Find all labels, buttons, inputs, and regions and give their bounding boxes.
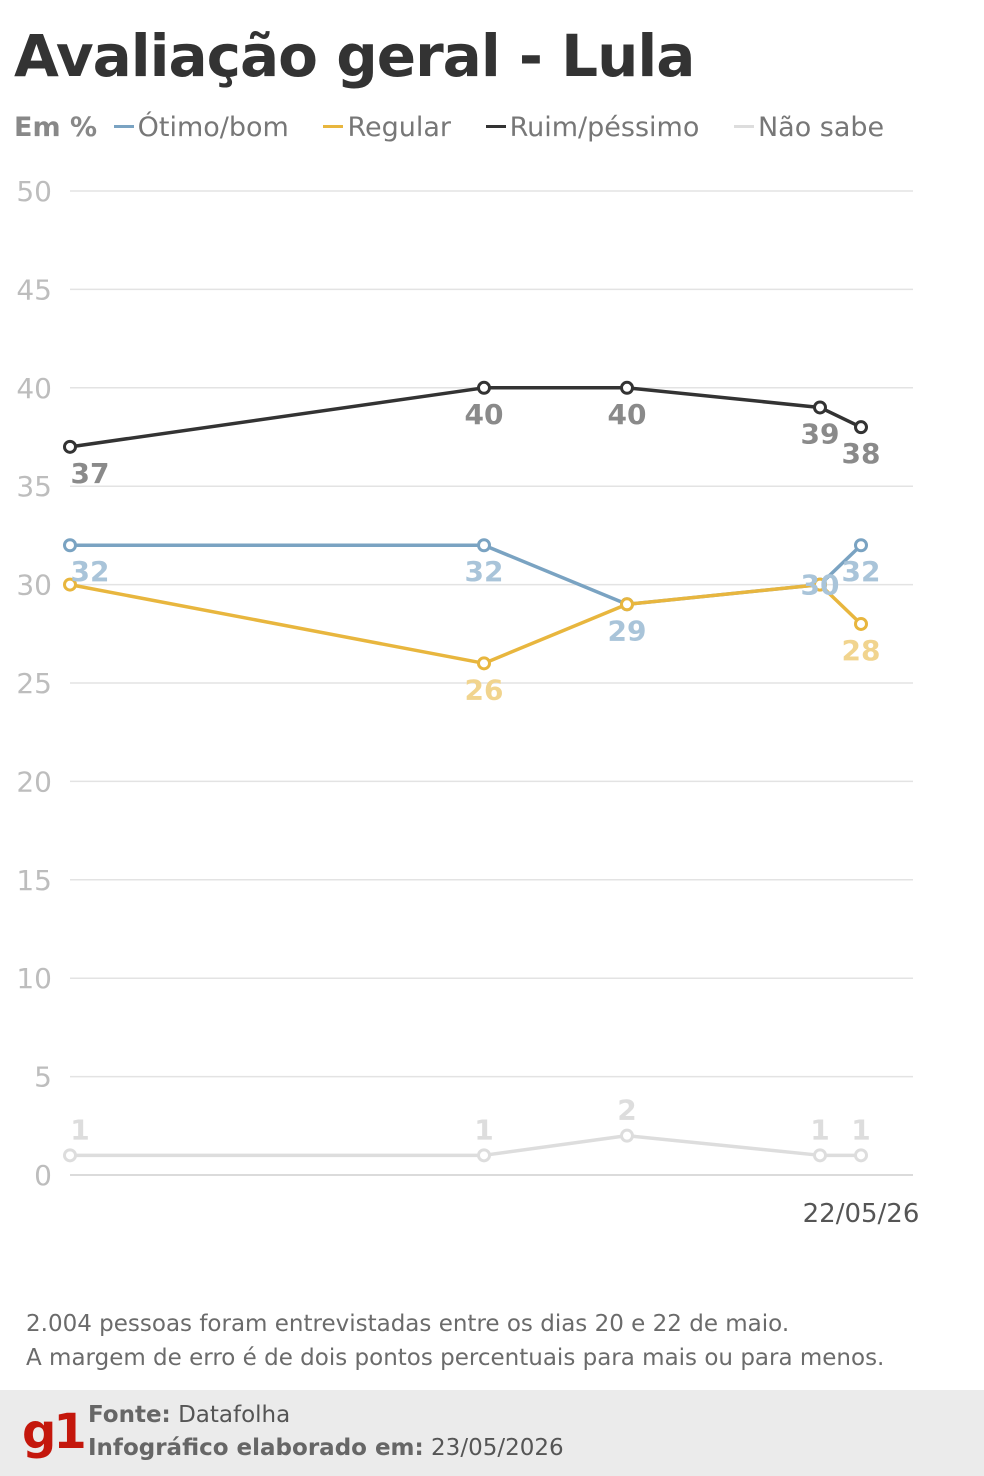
data-point [63,577,77,592]
source-value: Datafolha [178,1402,291,1428]
note-sample: 2.004 pessoas foram entrevistadas entre … [26,1311,790,1337]
data-label: 28 [842,634,881,667]
y-tick-label: 20 [16,765,52,798]
data-point [854,420,868,435]
data-label: 32 [465,555,504,588]
data-point [63,1148,77,1163]
data-label: 37 [71,457,110,490]
date-value: 23/05/2026 [431,1435,564,1461]
legend-item-otimo-bom: Ótimo/bom [113,112,289,143]
y-tick-label: 30 [16,569,52,602]
data-label: 29 [608,614,647,647]
data-label: 1 [70,1113,89,1146]
data-label: 40 [608,398,647,431]
data-label: 2 [617,1094,636,1127]
legend-label: Ruim/péssimo [509,112,700,143]
data-point [620,1128,634,1143]
footer: g1 Fonte: Datafolha Infográfico elaborad… [0,1390,984,1476]
data-point [477,380,491,395]
data-point [477,1148,491,1163]
data-point [477,656,491,671]
legend-item-ruim-pessimo: Ruim/péssimo [485,112,700,143]
data-label: 40 [465,398,504,431]
legend-swatch [323,125,344,128]
y-tick-label: 15 [16,864,52,897]
legend: Em % Ótimo/bom Regular Ruim/péssimo Não … [14,112,910,143]
x-tick-label: 22/05/26 [803,1199,920,1229]
data-label: 26 [465,673,504,706]
date-label: Infográfico elaborado em: [88,1435,424,1461]
data-label: 30 [801,569,840,602]
legend-swatch [733,125,754,128]
legend-label: Ótimo/bom [137,112,289,143]
data-point [854,616,868,631]
y-tick-label: 0 [34,1159,52,1192]
data-point [854,1148,868,1163]
legend-swatch [113,125,134,128]
chart-title: Avaliação geral - Lula [14,22,695,90]
data-point [63,439,77,454]
data-point [63,538,77,553]
y-tick-label: 40 [16,372,52,405]
y-tick-label: 10 [16,962,52,995]
y-tick-label: 5 [34,1061,52,1094]
data-label: 1 [851,1113,870,1146]
data-label: 1 [810,1113,829,1146]
legend-unit: Em % [14,112,98,143]
legend-item-nao-sabe: Não sabe [733,112,885,143]
data-point [813,400,827,415]
y-tick-label: 50 [16,175,52,208]
y-tick-label: 25 [16,667,52,700]
data-point [620,380,634,395]
data-label: 38 [842,437,881,470]
legend-swatch [485,125,506,128]
data-point [620,597,634,612]
data-label: 1 [474,1113,493,1146]
series-line [69,582,863,666]
date-line: Infográfico elaborado em: 23/05/2026 [88,1435,564,1461]
y-tick-label: 35 [16,470,52,503]
legend-label: Regular [347,112,451,143]
data-point [813,1148,827,1163]
g1-logo: g1 [22,1404,87,1460]
source-line: Fonte: Datafolha [88,1402,290,1428]
data-label: 32 [71,555,110,588]
y-tick-label: 45 [16,273,52,306]
data-label: 39 [801,417,840,450]
data-point [813,577,827,592]
data-point [854,538,868,553]
data-point [477,538,491,553]
data-label: 32 [842,555,881,588]
note-margin: A margem de erro é de dois pontos percen… [26,1345,885,1371]
source-label: Fonte: [88,1402,171,1428]
legend-label: Não sabe [757,112,885,143]
legend-item-regular: Regular [323,112,451,143]
series-line [70,1133,861,1158]
